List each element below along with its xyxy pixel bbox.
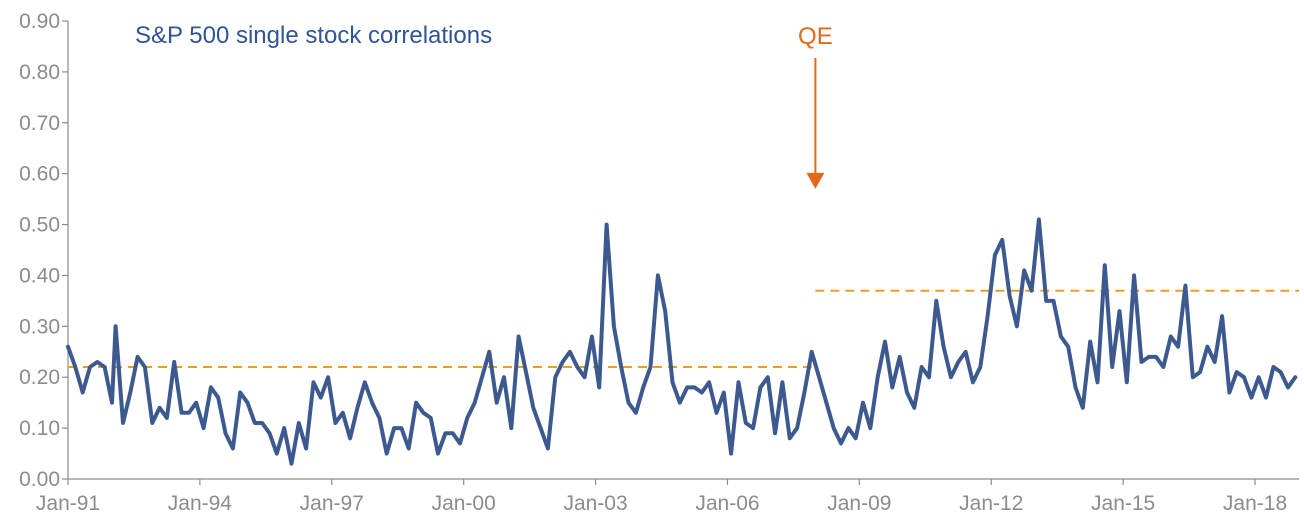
qe-annotation-label: QE: [798, 23, 833, 50]
chart-title: S&P 500 single stock correlations: [135, 22, 492, 49]
y-tick-label: 0.60: [19, 163, 60, 186]
axes: 0.00 0.10 0.20 0.30 0.40 0.50 0.60 0.70 0.80 0.90…: [19, 10, 1299, 515]
y-tick-label: 0.20: [19, 366, 60, 389]
x-tick-label: Jan-15: [1091, 492, 1155, 515]
x-tick-label: Jan-06: [695, 492, 759, 515]
x-tick-label: Jan-09: [827, 492, 891, 515]
x-tick-label: Jan-00: [432, 492, 496, 515]
y-tick-label: 0.30: [19, 315, 60, 338]
y-tick-label: 0.00: [19, 468, 60, 491]
y-tick-label: 0.80: [19, 61, 60, 84]
x-tick-label: Jan-03: [563, 492, 627, 515]
y-tick-label: 0.90: [19, 10, 60, 33]
series-group: [66, 217, 1298, 466]
x-tick-label: Jan-12: [959, 492, 1023, 515]
x-tick-label: Jan-94: [168, 492, 233, 515]
series-line: [66, 217, 1298, 466]
average-lines: [68, 289, 1299, 369]
x-tick-label: Jan-91: [36, 492, 100, 515]
x-tick-label: Jan-97: [300, 492, 364, 515]
y-tick-label: 0.50: [19, 214, 60, 237]
annotations: QE: [798, 23, 833, 189]
x-tick-label: Jan-18: [1223, 492, 1287, 515]
y-tick-label: 0.40: [19, 264, 60, 287]
qe-arrow-head: [806, 172, 825, 189]
y-tick-label: 0.70: [19, 112, 60, 135]
y-tick-label: 0.10: [19, 417, 60, 440]
